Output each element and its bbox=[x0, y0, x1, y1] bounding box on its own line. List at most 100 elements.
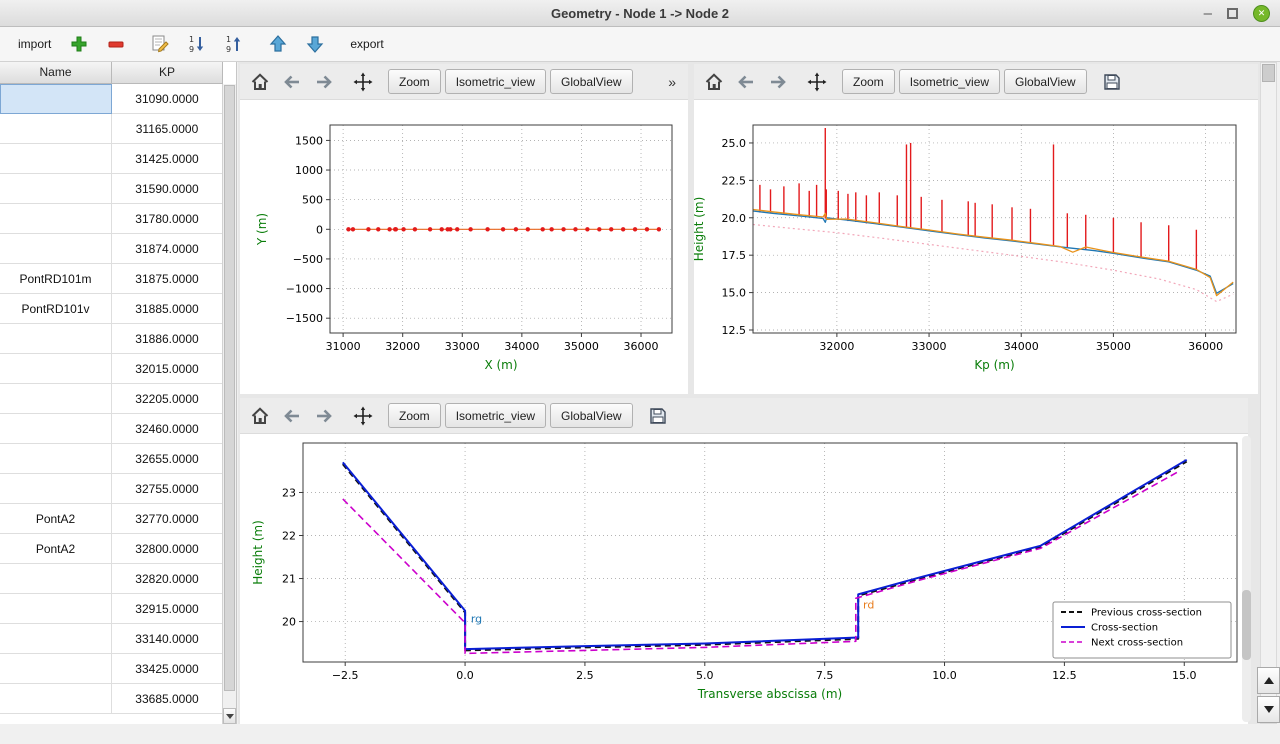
table-scrollbar-thumb[interactable] bbox=[224, 85, 235, 691]
table-scrollbar[interactable] bbox=[222, 84, 236, 724]
edit-button[interactable] bbox=[147, 31, 173, 57]
cell-kp[interactable]: 31590.0000 bbox=[112, 174, 223, 204]
global-view-button[interactable]: GlobalView bbox=[1004, 69, 1087, 94]
scroll-down-button[interactable] bbox=[223, 708, 236, 724]
cell-name[interactable] bbox=[0, 234, 112, 264]
sort-descending-button[interactable]: 1 9 bbox=[221, 31, 247, 57]
bottom-panel-scrollbar[interactable] bbox=[1242, 436, 1251, 722]
cell-kp[interactable]: 33140.0000 bbox=[112, 624, 223, 654]
cell-name[interactable]: PontRD101m bbox=[0, 264, 112, 294]
forward-button[interactable] bbox=[310, 69, 338, 95]
remove-row-button[interactable] bbox=[103, 31, 129, 57]
import-button[interactable]: import bbox=[14, 35, 55, 53]
triangle-up-icon bbox=[1263, 677, 1274, 684]
back-button[interactable] bbox=[278, 69, 306, 95]
zoom-button[interactable]: Zoom bbox=[842, 69, 895, 94]
pan-button[interactable] bbox=[349, 69, 377, 95]
home-button[interactable] bbox=[700, 69, 728, 95]
pan-button[interactable] bbox=[803, 69, 831, 95]
cell-name[interactable] bbox=[0, 174, 112, 204]
save-button[interactable] bbox=[644, 403, 672, 429]
cell-name[interactable] bbox=[0, 414, 112, 444]
cell-name[interactable] bbox=[0, 444, 112, 474]
home-button[interactable] bbox=[246, 403, 274, 429]
cell-name[interactable]: PontA2 bbox=[0, 534, 112, 564]
pan-button[interactable] bbox=[349, 403, 377, 429]
cell-kp[interactable]: 32460.0000 bbox=[112, 414, 223, 444]
toolbar-overflow-button[interactable]: » bbox=[662, 74, 682, 90]
zoom-button[interactable]: Zoom bbox=[388, 403, 441, 428]
cell-kp[interactable]: 32800.0000 bbox=[112, 534, 223, 564]
window-scrollbar-thumb[interactable] bbox=[1262, 64, 1275, 82]
forward-button[interactable] bbox=[764, 69, 792, 95]
cell-name[interactable] bbox=[0, 684, 112, 714]
cell-kp[interactable]: 32820.0000 bbox=[112, 564, 223, 594]
cell-name[interactable] bbox=[0, 624, 112, 654]
cell-name[interactable] bbox=[0, 144, 112, 174]
cell-name[interactable] bbox=[0, 204, 112, 234]
cell-kp[interactable]: 31780.0000 bbox=[112, 204, 223, 234]
svg-text:34000: 34000 bbox=[504, 340, 539, 353]
cell-kp[interactable]: 33685.0000 bbox=[112, 684, 223, 714]
profile-chart[interactable]: 32000 33000 34000 35000 36000 12.5 15.0 17.5 20.… bbox=[694, 100, 1258, 392]
add-row-button[interactable] bbox=[66, 31, 92, 57]
cell-kp[interactable]: 32205.0000 bbox=[112, 384, 223, 414]
cell-name[interactable] bbox=[0, 354, 112, 384]
sort-ascending-button[interactable]: 1 9 bbox=[184, 31, 210, 57]
column-header-kp[interactable]: KP bbox=[112, 62, 223, 84]
back-arrow-icon bbox=[284, 409, 299, 422]
isometric-view-button[interactable]: Isometric_view bbox=[898, 69, 1001, 94]
cell-kp[interactable]: 31875.0000 bbox=[112, 264, 223, 294]
cell-name[interactable]: PontRD101v bbox=[0, 294, 112, 324]
cell-kp[interactable]: 31886.0000 bbox=[112, 324, 223, 354]
cell-name[interactable] bbox=[0, 654, 112, 684]
cell-kp[interactable]: 32755.0000 bbox=[112, 474, 223, 504]
window-scrollbar[interactable] bbox=[1257, 62, 1280, 724]
cell-kp[interactable]: 32655.0000 bbox=[112, 444, 223, 474]
scroll-down-button[interactable] bbox=[1257, 696, 1280, 723]
move-down-button[interactable] bbox=[302, 31, 328, 57]
cell-kp[interactable]: 33425.0000 bbox=[112, 654, 223, 684]
minimize-button[interactable]: – bbox=[1203, 4, 1212, 22]
svg-text:22.5: 22.5 bbox=[722, 174, 747, 187]
svg-text:0: 0 bbox=[316, 223, 323, 236]
cell-kp[interactable]: 32015.0000 bbox=[112, 354, 223, 384]
bottom-panel-scrollbar-thumb[interactable] bbox=[1242, 590, 1251, 660]
isometric-view-button[interactable]: Isometric_view bbox=[444, 403, 547, 428]
cell-name[interactable] bbox=[0, 594, 112, 624]
cell-name[interactable] bbox=[0, 84, 112, 114]
cell-name[interactable] bbox=[0, 564, 112, 594]
save-button[interactable] bbox=[1098, 69, 1126, 95]
back-button[interactable] bbox=[278, 403, 306, 429]
back-button[interactable] bbox=[732, 69, 760, 95]
cell-kp[interactable]: 32915.0000 bbox=[112, 594, 223, 624]
cell-name[interactable] bbox=[0, 384, 112, 414]
close-button[interactable]: ✕ bbox=[1253, 5, 1270, 22]
restore-button[interactable] bbox=[1227, 8, 1238, 19]
cell-kp[interactable]: 31885.0000 bbox=[112, 294, 223, 324]
plan-view-chart[interactable]: 31000 32000 33000 34000 35000 36000 −1500 −1000… bbox=[240, 100, 688, 392]
move-up-button[interactable] bbox=[265, 31, 291, 57]
back-arrow-icon bbox=[738, 75, 753, 88]
global-view-button[interactable]: GlobalView bbox=[550, 69, 633, 94]
global-view-button[interactable]: GlobalView bbox=[550, 403, 633, 428]
cross-section-chart[interactable]: −2.5 0.0 2.5 5.0 7.5 10.0 12.5 15.0 20 21 22 23 Tran… bbox=[240, 434, 1248, 722]
title-bar[interactable]: Geometry - Node 1 -> Node 2 – ✕ bbox=[0, 0, 1280, 27]
cell-name[interactable] bbox=[0, 114, 112, 144]
cell-kp[interactable]: 31425.0000 bbox=[112, 144, 223, 174]
cell-name[interactable]: PontA2 bbox=[0, 504, 112, 534]
export-button[interactable]: export bbox=[346, 35, 387, 53]
isometric-view-button[interactable]: Isometric_view bbox=[444, 69, 547, 94]
column-header-name[interactable]: Name bbox=[0, 62, 112, 84]
zoom-button[interactable]: Zoom bbox=[388, 69, 441, 94]
plots-area: Zoom Isometric_view GlobalView » 31000 32… bbox=[238, 62, 1260, 724]
forward-button[interactable] bbox=[310, 403, 338, 429]
scroll-up-button[interactable] bbox=[1257, 667, 1280, 694]
cell-kp[interactable]: 31874.0000 bbox=[112, 234, 223, 264]
cell-kp[interactable]: 31090.0000 bbox=[112, 84, 223, 114]
cell-kp[interactable]: 31165.0000 bbox=[112, 114, 223, 144]
cell-kp[interactable]: 32770.0000 bbox=[112, 504, 223, 534]
cell-name[interactable] bbox=[0, 324, 112, 354]
cell-name[interactable] bbox=[0, 474, 112, 504]
home-button[interactable] bbox=[246, 69, 274, 95]
